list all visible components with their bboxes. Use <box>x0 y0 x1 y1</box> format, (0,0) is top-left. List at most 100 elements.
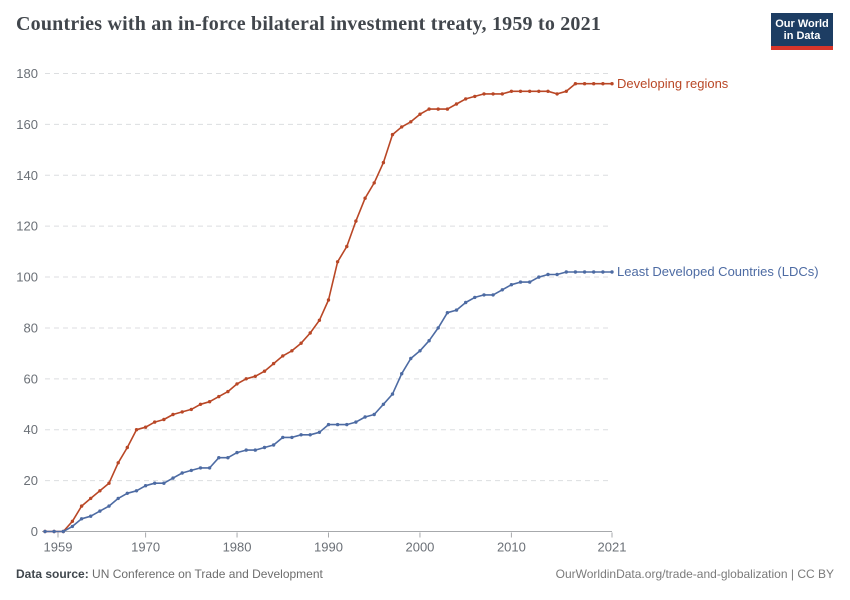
data-point <box>500 288 504 292</box>
data-point <box>427 107 431 111</box>
data-source-text: UN Conference on Trade and Development <box>88 567 323 581</box>
data-point <box>153 481 157 485</box>
data-point <box>125 491 129 495</box>
credit-link[interactable]: OurWorldinData.org/trade-and-globalizati… <box>555 567 834 581</box>
data-point <box>162 481 166 485</box>
series-developing-regions[interactable] <box>43 82 614 534</box>
x-tick-label: 2021 <box>598 540 627 555</box>
data-point <box>89 496 93 501</box>
data-point <box>244 448 248 452</box>
data-point <box>454 308 459 312</box>
data-point <box>509 283 514 287</box>
data-point <box>61 529 65 534</box>
data-point <box>317 430 322 434</box>
data-point <box>473 295 477 300</box>
data-point <box>198 466 203 470</box>
data-point <box>372 412 376 417</box>
data-point <box>354 219 358 223</box>
owid-logo[interactable]: Our World in Data <box>771 13 833 50</box>
data-point <box>528 89 532 94</box>
data-point <box>400 125 404 129</box>
x-tick-label: 2010 <box>497 540 526 555</box>
data-point <box>390 392 395 396</box>
data-point <box>308 331 312 335</box>
data-point <box>198 402 203 406</box>
y-tick-label: 40 <box>24 422 38 437</box>
data-point <box>372 181 376 185</box>
data-point <box>253 448 257 452</box>
data-point <box>235 450 239 455</box>
data-point <box>445 107 450 111</box>
data-point <box>564 270 568 274</box>
y-tick-label: 80 <box>24 320 38 335</box>
data-point <box>299 433 303 437</box>
data-point <box>189 407 193 412</box>
data-point <box>171 412 175 417</box>
data-point <box>518 89 523 94</box>
data-source-label: Data source: <box>16 567 89 581</box>
data-point <box>143 425 148 429</box>
series-label-developing-regions[interactable]: Developing regions <box>617 75 729 91</box>
data-point <box>262 369 267 373</box>
data-point <box>153 420 157 424</box>
y-tick-label: 100 <box>16 270 38 285</box>
y-tick-label: 0 <box>31 524 38 539</box>
data-point <box>217 456 221 460</box>
data-point <box>70 519 75 523</box>
data-point <box>52 529 56 534</box>
data-point <box>226 456 230 460</box>
data-point <box>418 349 422 353</box>
data-point <box>528 280 532 284</box>
data-point <box>610 82 614 86</box>
data-point <box>555 272 559 277</box>
data-point <box>271 443 276 447</box>
data-point <box>573 270 578 274</box>
data-point <box>518 280 523 284</box>
data-point <box>409 120 413 124</box>
data-point <box>290 435 294 440</box>
data-point <box>134 428 139 432</box>
data-point <box>116 461 120 465</box>
data-point <box>400 372 404 376</box>
data-point <box>601 270 605 274</box>
data-point <box>326 298 331 302</box>
data-point <box>143 484 148 488</box>
owid-logo-line1: Our World <box>775 18 829 30</box>
data-point <box>454 102 459 106</box>
data-point <box>482 293 486 297</box>
data-point <box>427 339 431 343</box>
data-point <box>436 326 440 330</box>
y-tick-label: 60 <box>24 371 38 386</box>
data-point <box>464 97 468 101</box>
series-label-ldcs[interactable]: Least Developed Countries (LDCs) <box>617 263 819 279</box>
data-point <box>381 402 386 406</box>
series-line <box>45 271 612 533</box>
data-point <box>582 270 587 274</box>
series-ldcs[interactable] <box>43 270 614 534</box>
data-point <box>207 466 212 470</box>
data-point <box>171 476 175 480</box>
data-point <box>244 377 248 381</box>
data-point <box>363 415 367 419</box>
data-point <box>253 374 257 378</box>
data-point <box>601 82 605 86</box>
data-point <box>262 445 267 450</box>
data-point <box>89 514 93 518</box>
chart-title: Countries with an in-force bilateral inv… <box>16 13 602 35</box>
data-point <box>345 244 349 249</box>
logo-accent-bar <box>771 46 833 50</box>
data-point <box>537 89 541 94</box>
y-tick-label: 120 <box>16 219 38 234</box>
series-line <box>45 82 612 533</box>
y-tick-label: 160 <box>16 117 38 132</box>
x-tick-label: 1959 <box>44 540 73 555</box>
data-point <box>345 422 349 427</box>
data-point <box>381 160 386 165</box>
data-point <box>445 311 450 315</box>
data-point <box>43 529 47 534</box>
data-point <box>290 349 294 353</box>
data-point <box>134 489 139 493</box>
data-point <box>107 481 111 485</box>
data-point <box>354 420 358 424</box>
